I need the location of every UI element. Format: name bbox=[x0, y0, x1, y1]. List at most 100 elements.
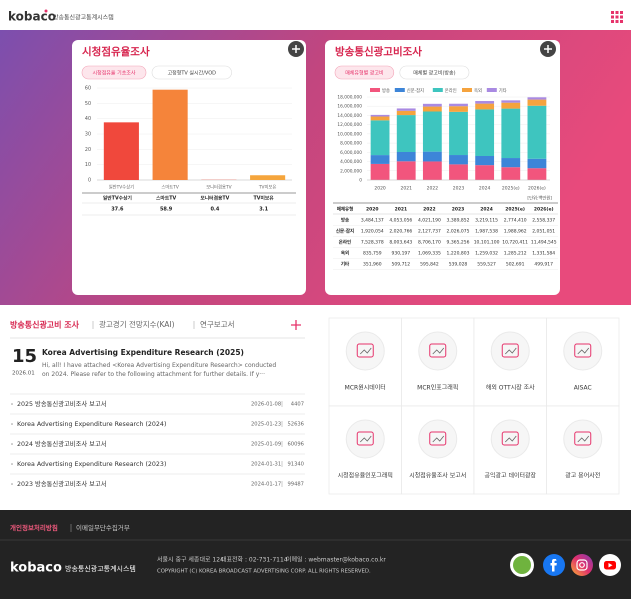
table-value: 4,021,190 bbox=[418, 218, 441, 224]
tab[interactable] bbox=[334, 65, 395, 80]
bar-segment bbox=[475, 109, 495, 156]
table-header: 일반TV수상기 bbox=[103, 195, 132, 202]
table-row-label: 기타 bbox=[341, 261, 350, 268]
table-value: 2,127,737 bbox=[418, 229, 441, 235]
table-value: 4,053,056 bbox=[389, 218, 412, 224]
table-value: 8,003,643 bbox=[389, 240, 412, 246]
footer-link[interactable]: 이메일무단수집거부 bbox=[76, 523, 130, 532]
facebook-link[interactable] bbox=[543, 554, 565, 576]
service-label[interactable]: 광고 용어사전 bbox=[565, 472, 600, 480]
post-views: 99487 bbox=[287, 482, 304, 488]
wa-badge[interactable] bbox=[510, 553, 534, 577]
service-icon-glyph bbox=[577, 435, 590, 443]
service-label[interactable]: 공익광고 데이터광장 bbox=[484, 472, 536, 480]
tab-label[interactable]: 매체별 광고비(방송) bbox=[413, 69, 455, 76]
post-title[interactable]: Korea Advertising Expenditure Research (… bbox=[17, 461, 166, 468]
board-tab[interactable]: 광고경기 전망지수(KAI) bbox=[99, 319, 175, 329]
more-button[interactable] bbox=[540, 41, 556, 57]
bar-segment bbox=[422, 161, 442, 180]
featured-title[interactable]: Korea Advertising Expenditure Research (… bbox=[42, 348, 244, 357]
email: 이메일 : webmaster@kobaco.co.kr bbox=[286, 556, 386, 564]
service-icon-glyph bbox=[432, 347, 445, 355]
card bbox=[325, 40, 560, 295]
y-tick-label: 50 bbox=[85, 101, 91, 107]
table-value: 1,331,584 bbox=[532, 251, 555, 257]
add-button[interactable] bbox=[291, 320, 301, 330]
table-value: 930,197 bbox=[392, 251, 411, 257]
service-icon-glyph bbox=[359, 435, 372, 443]
board-tab[interactable]: 방송통신광고비 조사 bbox=[10, 320, 80, 330]
bar-segment bbox=[370, 120, 390, 156]
featured-month: 2026.01 bbox=[12, 371, 35, 377]
bar-segment bbox=[501, 158, 521, 168]
post-title[interactable]: Korea Advertising Expenditure Research (… bbox=[17, 421, 166, 428]
table-header: 2025(e) bbox=[505, 207, 525, 213]
service-label[interactable]: AISAC bbox=[574, 385, 592, 392]
post-views: 91340 bbox=[287, 462, 304, 468]
bar-segment bbox=[449, 164, 468, 180]
service-label[interactable]: 해외 OTT시장 조사 bbox=[486, 384, 535, 392]
post-title[interactable]: 2024 방송통신광고비조사 보고서 bbox=[17, 439, 107, 448]
bar bbox=[152, 89, 188, 180]
service-icon-glyph bbox=[574, 343, 592, 358]
tab[interactable] bbox=[81, 65, 147, 80]
service-label[interactable]: 시청점유율인포그래픽 bbox=[338, 472, 393, 480]
table-value: 10,720,411 bbox=[502, 240, 528, 246]
legend-label: 기타 bbox=[499, 87, 507, 94]
service-label[interactable]: MCR인포그래픽 bbox=[417, 384, 458, 392]
table-row-label: 옥외 bbox=[341, 250, 349, 257]
table-value: 1,220,803 bbox=[447, 251, 470, 257]
x-tick-label: 일반TV수상기 bbox=[109, 184, 134, 191]
y-tick-label: 18,000,000 bbox=[337, 95, 362, 101]
y-tick-label: 6,000,000 bbox=[340, 150, 362, 156]
legend-swatch bbox=[462, 88, 472, 92]
table-header: 2021 bbox=[395, 207, 408, 213]
y-tick-label: 16,000,000 bbox=[337, 104, 362, 110]
post-views: 60096 bbox=[287, 442, 304, 448]
table-value: 499,917 bbox=[534, 262, 553, 268]
table-header: 스마트TV bbox=[156, 195, 177, 202]
tab-label[interactable]: 시청점유율 기초조사 bbox=[93, 69, 136, 76]
bar-segment bbox=[396, 151, 416, 162]
x-tick-label: 2025(e) bbox=[502, 186, 520, 192]
more-button[interactable] bbox=[288, 41, 304, 57]
tab-label[interactable]: 고정형TV 실시간/VOD bbox=[168, 69, 217, 76]
post-views: 4407 bbox=[291, 402, 304, 408]
tab[interactable] bbox=[399, 65, 470, 80]
footer-link[interactable]: 개인정보처리방침 bbox=[10, 523, 58, 532]
service-label[interactable]: MCR원시데이터 bbox=[345, 384, 386, 392]
table-value: 3,389,852 bbox=[447, 218, 470, 224]
post-date: 2024-01-17 bbox=[251, 482, 281, 488]
table-header: 모니터겸용TV bbox=[200, 195, 229, 202]
legend-label: 온라인 bbox=[445, 87, 457, 94]
tab-label[interactable]: 매체유형별 광고비 bbox=[345, 69, 383, 76]
table-value: 58.9 bbox=[160, 207, 173, 213]
bar-segment bbox=[370, 155, 390, 164]
bullet bbox=[11, 483, 13, 485]
y-tick-label: 0 bbox=[359, 178, 362, 184]
y-tick-label: 10 bbox=[85, 162, 91, 168]
bar-segment bbox=[370, 116, 390, 121]
legend-swatch bbox=[432, 88, 443, 92]
y-tick-label: 0 bbox=[88, 178, 91, 184]
table-value: 2,051,051 bbox=[532, 229, 555, 235]
service-icon-glyph bbox=[574, 431, 592, 446]
legend-label: 방송 bbox=[382, 87, 390, 94]
bar-segment bbox=[396, 108, 416, 111]
table-header: 매체유형 bbox=[337, 206, 354, 213]
board-tab[interactable]: 연구보고서 bbox=[200, 320, 235, 329]
table-value: 2,026,075 bbox=[447, 229, 470, 235]
tab[interactable] bbox=[151, 65, 232, 80]
table-value: 3,484,137 bbox=[361, 218, 384, 224]
service-label[interactable]: 시청점유율조사 보고서 bbox=[409, 472, 466, 480]
legend-label: 옥외 bbox=[474, 87, 482, 94]
featured-day: 15 bbox=[12, 346, 37, 367]
youtube-link[interactable] bbox=[599, 554, 621, 576]
menu-button[interactable] bbox=[611, 11, 623, 23]
service-icon-glyph bbox=[359, 347, 372, 355]
post-title[interactable]: 2025 방송통신광고비조사 보고서 bbox=[17, 399, 107, 408]
post-title[interactable]: 2023 방송통신광고비조사 보고서 bbox=[17, 479, 107, 488]
service-icon-glyph bbox=[501, 431, 519, 446]
y-tick-label: 2,000,000 bbox=[340, 168, 362, 174]
instagram-link[interactable] bbox=[571, 554, 593, 576]
